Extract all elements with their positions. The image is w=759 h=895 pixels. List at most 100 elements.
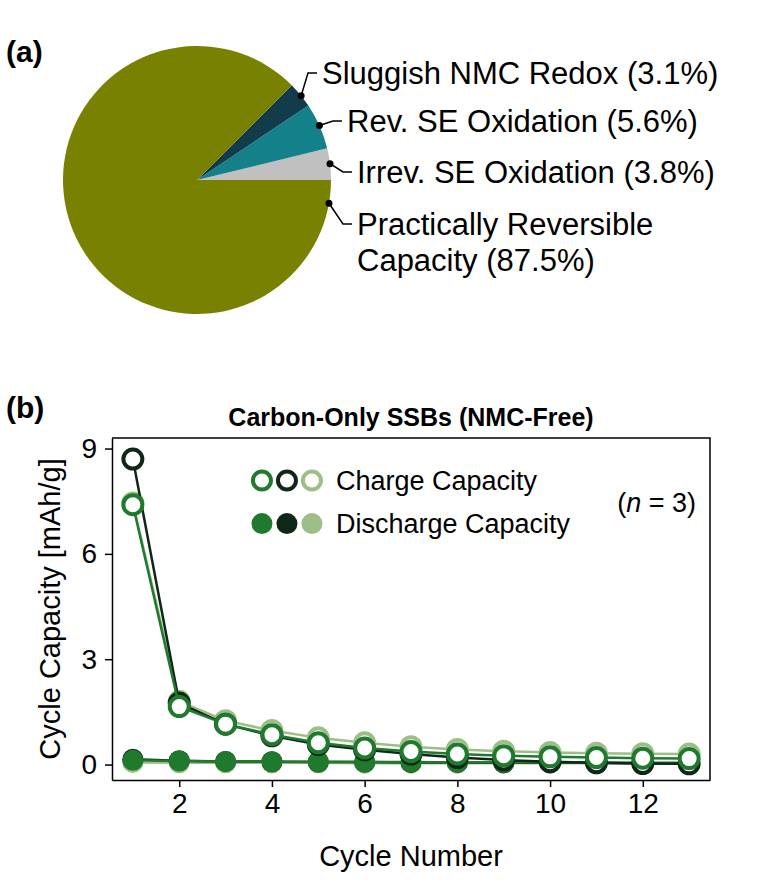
x-tick: 10 [535,780,566,819]
pie-chart: (a) Irrev. SE Oxidation(3.8%) Rev. SE Oxid… [6,35,718,314]
tick-mark [179,780,181,787]
data-point [448,745,467,764]
x-tick: 6 [357,780,373,819]
leader-dot [316,122,323,129]
series-line [133,459,689,764]
legend-marker [253,472,271,490]
plot-marks [122,450,699,774]
tick-label: 6 [81,538,97,569]
leader-dot [327,160,334,167]
data-point [261,751,282,772]
slice-label: Sluggish NMC Redox [322,56,619,91]
leader-dot [298,92,305,99]
tick-mark [272,780,274,787]
data-point [170,697,189,716]
tick-label: 12 [628,788,659,819]
data-point [541,747,560,766]
legend-marker [276,513,297,534]
value-label: (87.5%) [486,243,595,278]
tick-mark [105,764,112,766]
tick-mark [643,780,645,787]
annotation: (n = 3) [617,488,696,518]
x-axis: 2 4 6 8 10 12 [113,780,711,819]
data-point [216,715,235,734]
y-tick: 0 [81,749,112,780]
data-point [587,748,606,767]
data-point [169,750,190,771]
plot-frame [112,438,710,780]
figure: (a) Irrev. SE Oxidation(3.8%) Rev. SE Oxid… [0,0,759,895]
data-point [494,746,513,765]
series [123,450,698,774]
series [123,493,698,763]
leader-line [330,164,352,172]
series [123,495,698,768]
legend-marker [301,513,322,534]
x-axis-title: Cycle Number [319,840,503,872]
data-point [261,751,282,772]
data-point [123,495,142,514]
tick-mark [550,780,552,787]
leader-line [301,73,317,96]
data-point [680,749,699,768]
data-point [215,751,236,772]
tick-label: 8 [450,788,466,819]
axis-line [112,439,114,781]
data-point [402,742,421,761]
data-point [122,750,143,771]
data-point [215,751,236,772]
tick-label: 0 [81,749,97,780]
legend-marker [303,472,321,490]
slice-labels: Irrev. SE Oxidation(3.8%) Rev. SE Oxidati… [298,56,719,278]
tick-label: 4 [265,788,281,819]
value-label: (5.6%) [607,104,698,139]
x-tick: 12 [628,780,659,819]
tick-mark [457,780,459,787]
tick-label: 9 [81,433,97,464]
legend-label: Charge Capacity [336,466,538,496]
tick-mark [105,554,112,556]
y-tick: 3 [81,644,112,675]
data-point [309,733,328,752]
tick-mark [105,448,112,450]
series-line [133,503,689,754]
legend-marker [278,472,296,490]
data-point [633,749,652,768]
panel-label: (a) [6,35,43,68]
tick-label: 3 [81,644,97,675]
legend: Charge Capacity Discharge Capacity [251,466,570,539]
y-tick: 9 [81,433,112,464]
leader-line [329,203,352,224]
legend-marker [251,513,272,534]
slice-label: Irrev. SE Oxidation [357,155,615,190]
panel-label: (b) [6,391,44,424]
x-tick: 4 [265,780,281,819]
tick-mark [364,780,366,787]
leader-dot [325,200,332,207]
data-point [262,725,281,744]
tick-label: 10 [535,788,566,819]
data-point [123,450,142,469]
tick-label: 2 [172,788,188,819]
slice-label: Practically ReversibleCapacity [357,207,653,278]
line-chart: 2 4 6 8 10 12 0 3 6 9 Carbon-Only SSBs (NMC-Free) C… [6,391,711,872]
data-point [169,751,190,772]
axis-line [113,780,711,782]
x-tick: 2 [172,780,188,819]
y-axis: 0 3 6 9 [81,433,112,781]
chart-title: Carbon-Only SSBs (NMC-Free) [228,403,593,431]
tick-label: 6 [357,788,373,819]
data-point [355,739,374,758]
slices [63,46,331,314]
legend-label: Discharge Capacity [336,509,571,539]
y-tick: 6 [81,538,112,569]
series-line [133,505,689,759]
value-label: (3.1%) [627,56,718,91]
x-tick: 8 [450,780,466,819]
tick-mark [105,659,112,661]
data-point [216,715,235,734]
value-label: (3.8%) [623,155,714,190]
pie-slice [63,46,331,314]
y-axis-title: Cycle Capacity [mAh/g] [34,458,66,759]
slice-label: Rev. SE Oxidation [347,104,598,139]
